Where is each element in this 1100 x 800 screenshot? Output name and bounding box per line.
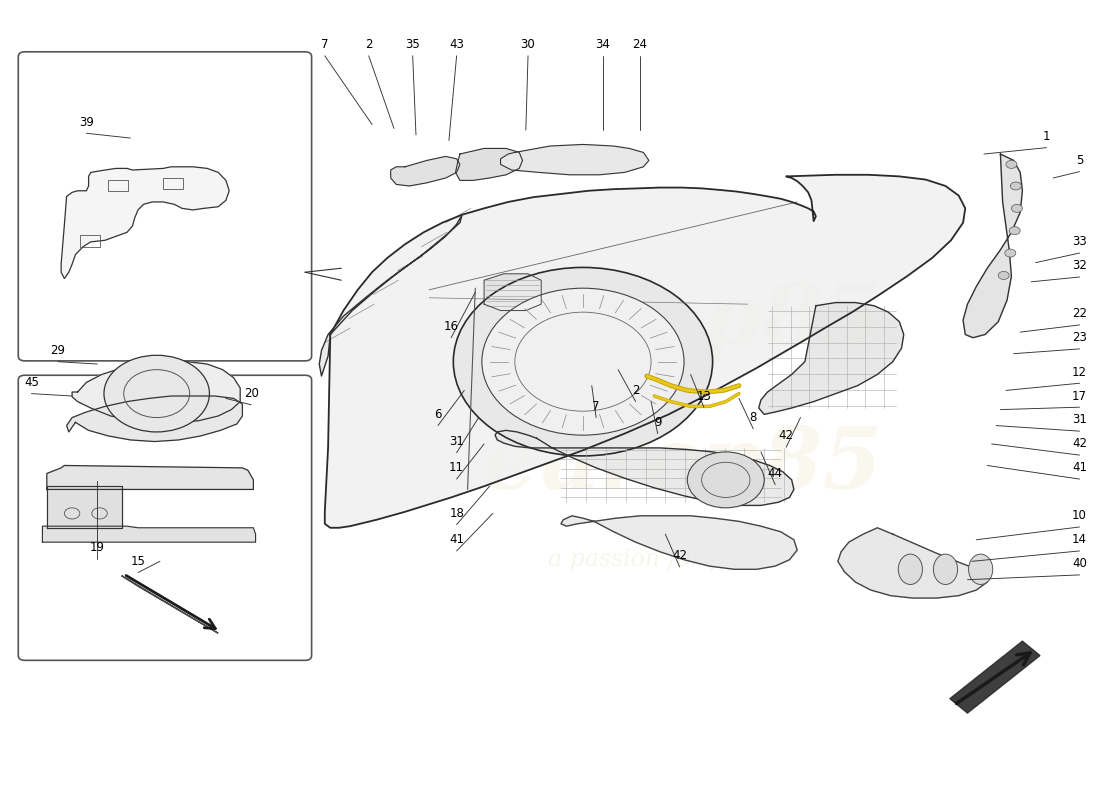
Text: 7: 7 (321, 38, 329, 51)
Text: 33: 33 (1072, 235, 1087, 248)
Polygon shape (500, 145, 649, 174)
Ellipse shape (969, 554, 992, 585)
Text: 10: 10 (1072, 510, 1087, 522)
Circle shape (453, 267, 713, 456)
Text: 6: 6 (434, 408, 442, 421)
Text: 42: 42 (672, 550, 688, 562)
Text: 13: 13 (696, 390, 712, 402)
Circle shape (998, 271, 1009, 279)
Text: 30: 30 (520, 38, 536, 51)
Text: 2: 2 (365, 38, 373, 51)
Polygon shape (67, 396, 242, 442)
Text: 42: 42 (779, 430, 794, 442)
Text: 12: 12 (1072, 366, 1087, 378)
Circle shape (104, 355, 209, 432)
Polygon shape (319, 214, 462, 376)
Circle shape (688, 452, 764, 508)
Text: 20: 20 (244, 387, 258, 400)
Text: 43: 43 (449, 38, 464, 51)
Text: 23: 23 (1072, 331, 1087, 344)
Ellipse shape (899, 554, 923, 585)
Polygon shape (73, 362, 240, 422)
Text: 35: 35 (405, 38, 420, 51)
Polygon shape (561, 516, 798, 570)
Polygon shape (838, 528, 989, 598)
FancyBboxPatch shape (19, 52, 311, 361)
FancyBboxPatch shape (19, 375, 311, 660)
Text: 15: 15 (131, 555, 145, 568)
Text: a passion for parts: a passion for parts (548, 548, 771, 571)
Text: 17: 17 (1072, 390, 1087, 402)
Text: 40: 40 (1072, 558, 1087, 570)
Text: 22: 22 (1072, 307, 1087, 320)
Bar (163, 178, 183, 189)
Bar (109, 179, 128, 190)
Text: 39: 39 (79, 115, 94, 129)
Polygon shape (47, 466, 253, 490)
Text: 41: 41 (1072, 462, 1087, 474)
Text: 5: 5 (1076, 154, 1084, 167)
Polygon shape (121, 576, 218, 633)
Text: 16: 16 (443, 320, 459, 333)
Polygon shape (950, 641, 1040, 713)
Text: 34: 34 (595, 38, 610, 51)
Polygon shape (324, 174, 966, 528)
Circle shape (1009, 226, 1020, 234)
Polygon shape (759, 302, 904, 414)
Text: 29: 29 (51, 344, 65, 357)
Text: 1: 1 (1043, 130, 1050, 143)
Polygon shape (964, 154, 1022, 338)
Text: 41: 41 (449, 534, 464, 546)
Polygon shape (455, 149, 522, 180)
Text: 45: 45 (24, 376, 38, 389)
Circle shape (1010, 182, 1021, 190)
Polygon shape (47, 486, 121, 528)
Text: 42: 42 (1072, 438, 1087, 450)
Ellipse shape (934, 554, 958, 585)
Text: europ85: europ85 (482, 422, 882, 506)
Text: 7: 7 (593, 400, 600, 413)
Circle shape (1004, 249, 1015, 257)
Bar (80, 235, 100, 246)
Text: 14: 14 (1072, 534, 1087, 546)
Polygon shape (495, 430, 794, 506)
Text: 32: 32 (1072, 259, 1087, 272)
Text: 31: 31 (1072, 414, 1087, 426)
Polygon shape (390, 157, 460, 186)
Circle shape (1005, 161, 1016, 169)
Polygon shape (43, 526, 255, 542)
Polygon shape (62, 167, 229, 278)
Text: europ85: europ85 (482, 278, 882, 362)
Text: 11: 11 (449, 462, 464, 474)
Text: 8: 8 (749, 411, 757, 424)
Text: 31: 31 (449, 435, 464, 448)
Circle shape (482, 288, 684, 435)
Circle shape (1011, 204, 1022, 212)
Text: 9: 9 (653, 416, 661, 429)
Polygon shape (484, 274, 541, 310)
Text: 18: 18 (449, 507, 464, 520)
Text: 44: 44 (768, 467, 783, 480)
Text: 24: 24 (632, 38, 648, 51)
Text: 2: 2 (631, 384, 639, 397)
Text: 19: 19 (90, 542, 104, 554)
